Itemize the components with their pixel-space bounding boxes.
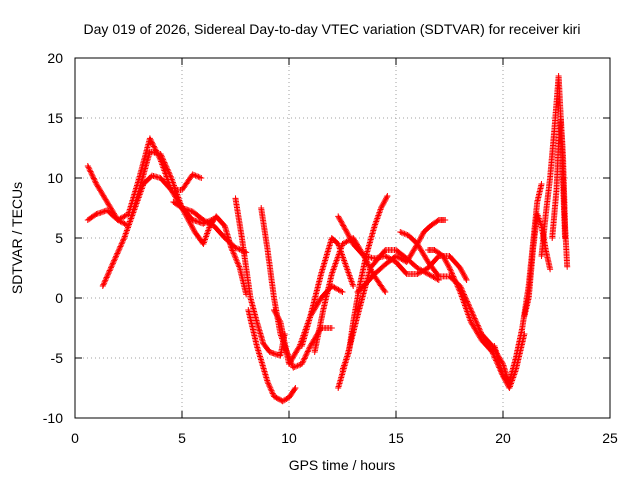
y-tick-label: -10	[43, 410, 63, 426]
data-marks	[170, 199, 250, 298]
series-track-20	[549, 115, 571, 270]
series-track-5	[232, 195, 288, 359]
data-marks	[99, 171, 205, 289]
x-tick-label: 20	[495, 430, 511, 446]
data-points	[84, 73, 571, 405]
series-track-4	[170, 199, 250, 298]
y-tick-label: 0	[55, 290, 63, 306]
y-tick-labels: -10 -5 0 5 10 15 20	[43, 50, 63, 426]
y-axis-label: SDTVAR / TECUs	[9, 182, 25, 294]
series-track-17	[491, 181, 545, 385]
plot-frame	[74, 57, 611, 419]
data-marks	[245, 307, 299, 405]
series-track-1	[84, 135, 250, 256]
x-tick-label: 0	[71, 430, 79, 446]
series-track-7	[245, 307, 299, 405]
data-marks	[84, 135, 250, 256]
x-tick-labels: 0 5 10 15 20 25	[71, 430, 618, 446]
data-marks	[491, 181, 545, 385]
series-track-3	[99, 171, 205, 289]
x-tick-label: 25	[602, 430, 618, 446]
x-axis-label: GPS time / hours	[289, 457, 396, 473]
chart-title: Day 019 of 2026, Sidereal Day-to-day VTE…	[84, 21, 581, 37]
series-track-6	[258, 205, 335, 371]
x-tick-label: 10	[281, 430, 297, 446]
x-tick-label: 15	[388, 430, 404, 446]
y-tick-label: 10	[47, 170, 63, 186]
data-marks	[232, 195, 288, 359]
y-tick-label: -5	[51, 350, 64, 366]
data-marks	[549, 115, 571, 270]
y-tick-label: 15	[47, 110, 63, 126]
y-tick-label: 20	[47, 50, 63, 66]
data-marks	[258, 205, 335, 371]
y-tick-label: 5	[55, 230, 63, 246]
x-tick-label: 5	[178, 430, 186, 446]
